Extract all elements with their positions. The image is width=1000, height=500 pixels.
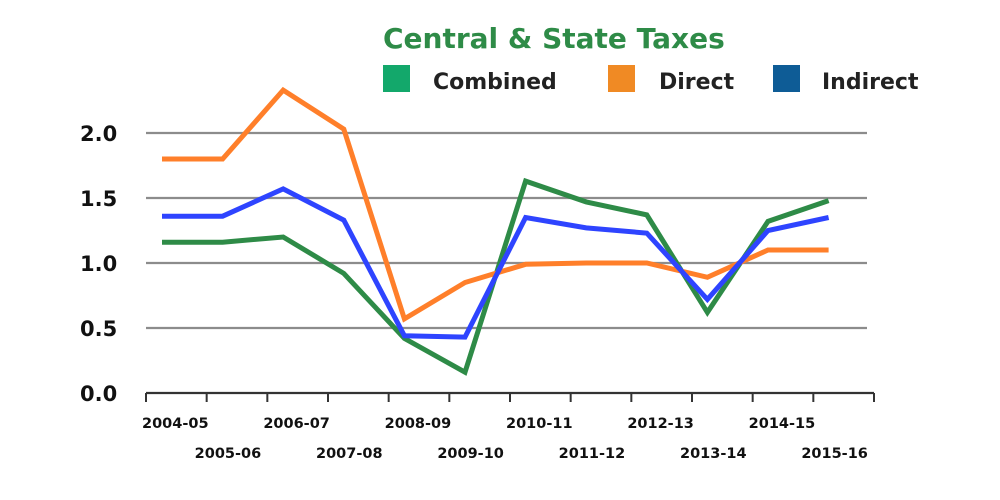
- legend-swatch-indirect: [773, 65, 800, 92]
- y-tick-label: 2.0: [80, 122, 117, 146]
- x-tick-label: 2007-08: [316, 446, 383, 462]
- legend-label-direct: Direct: [659, 70, 735, 95]
- legend-label-indirect: Indirect: [822, 70, 919, 95]
- x-tick-label: 2006-07: [263, 416, 330, 432]
- x-tick-label: 2013-14: [680, 446, 747, 462]
- chart-title: Central & State Taxes: [383, 22, 725, 55]
- x-tick-label: 2005-06: [195, 446, 262, 462]
- legend-label-combined: Combined: [433, 70, 557, 95]
- x-tick-label: 2012-13: [627, 416, 694, 432]
- y-tick-label: 0.5: [80, 317, 117, 341]
- y-tick-label: 1.0: [80, 252, 117, 276]
- x-tick-label: 2004-05: [142, 416, 209, 432]
- x-tick-label: 2014-15: [749, 416, 816, 432]
- y-tick-label: 1.5: [80, 187, 117, 211]
- x-tick-label: 2009-10: [437, 446, 504, 462]
- legend: Combined Direct Indirect: [383, 65, 919, 95]
- series-lines: [161, 86, 830, 376]
- x-tick-label: 2008-09: [385, 416, 452, 432]
- y-axis-ticks: 0.0 0.5 1.0 1.5 2.0: [80, 122, 117, 406]
- x-tick-label: 2011-12: [559, 446, 626, 462]
- legend-swatch-direct: [608, 65, 635, 92]
- legend-swatch-combined: [383, 65, 410, 92]
- gridlines: [146, 131, 867, 330]
- x-tick-label: 2010-11: [506, 416, 573, 432]
- series-line-indirect: [162, 186, 830, 340]
- x-tick-label: 2015-16: [801, 446, 868, 462]
- y-tick-label: 0.0: [80, 382, 117, 406]
